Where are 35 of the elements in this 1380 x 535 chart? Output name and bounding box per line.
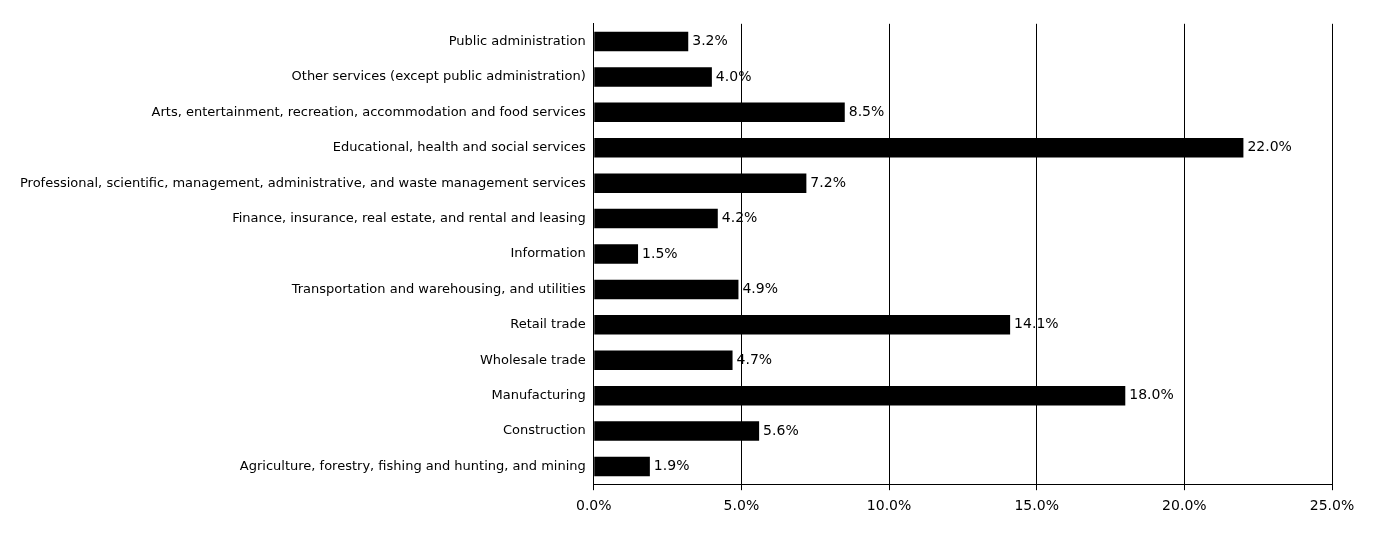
data-label: 1.5% [642, 244, 678, 261]
x-tick-label: 15.0% [1014, 497, 1059, 514]
data-label: 8.5% [848, 102, 885, 119]
bar [594, 279, 739, 300]
y-tick-label: Finance, insurance, real estate, and rental and leasing [232, 209, 586, 225]
y-tick-label: Educational, health and social services [332, 139, 586, 155]
data-label: 3.2% [692, 32, 728, 49]
bar [594, 208, 718, 229]
y-tick-label: Arts, entertainment, recreation, accommodation and food services [151, 103, 586, 119]
data-label: 5.6% [763, 421, 799, 438]
data-label: 18.0% [1129, 386, 1174, 403]
y-tick-label: Transportation and warehousing, and utilities [290, 280, 586, 296]
y-tick-label: Agriculture, forestry, fishing and hunting, and mining [239, 457, 586, 473]
data-label: 22.0% [1247, 138, 1292, 155]
y-tick-label: Public administration [448, 32, 586, 48]
y-tick-label: Professional, scientific, management, administrative, and waste management services [19, 174, 586, 190]
data-label: 7.2% [810, 173, 846, 190]
x-tick-label: 20.0% [1162, 497, 1207, 514]
y-tick-label: Construction [502, 422, 586, 438]
data-label: 4.9% [742, 280, 779, 297]
data-label: 1.9% [653, 457, 690, 474]
y-tick-label: Retail trade [510, 316, 586, 332]
bar [594, 350, 733, 370]
bar [594, 244, 639, 264]
bar [594, 31, 689, 52]
x-tick-label: 10.0% [866, 497, 912, 514]
bar [594, 456, 650, 477]
x-tick-label: 0.0% [575, 497, 612, 514]
y-tick-label: Other services (except public administration) [291, 68, 586, 84]
y-tick-label: Information [510, 245, 586, 261]
y-tick-label: Wholesale trade [479, 351, 586, 367]
x-tick-label: 25.0% [1309, 497, 1355, 514]
y-tick-label: Manufacturing [491, 387, 586, 403]
bar [594, 67, 712, 87]
x-tick-label: 5.0% [723, 497, 760, 514]
